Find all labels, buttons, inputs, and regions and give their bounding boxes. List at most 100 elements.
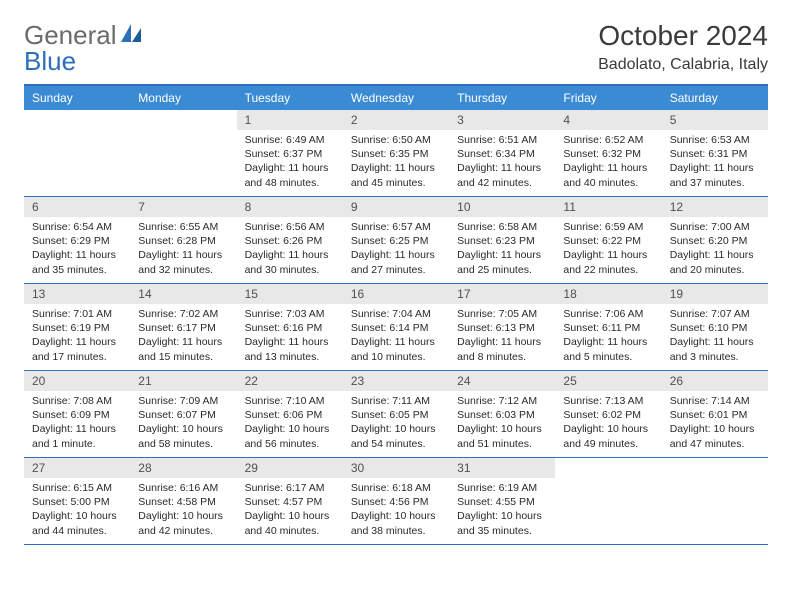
day-cell: 13Sunrise: 7:01 AMSunset: 6:19 PMDayligh…: [24, 284, 130, 370]
day-cell: 1Sunrise: 6:49 AMSunset: 6:37 PMDaylight…: [237, 110, 343, 196]
day-number: 8: [237, 197, 343, 217]
day-cell: 20Sunrise: 7:08 AMSunset: 6:09 PMDayligh…: [24, 371, 130, 457]
week-row: 20Sunrise: 7:08 AMSunset: 6:09 PMDayligh…: [24, 371, 768, 458]
day-details: Sunrise: 7:00 AMSunset: 6:20 PMDaylight:…: [662, 217, 768, 282]
day-number: 26: [662, 371, 768, 391]
week-row: 13Sunrise: 7:01 AMSunset: 6:19 PMDayligh…: [24, 284, 768, 371]
day-details: Sunrise: 7:07 AMSunset: 6:10 PMDaylight:…: [662, 304, 768, 369]
logo-text-blue: Blue: [24, 46, 76, 77]
day-cell: 21Sunrise: 7:09 AMSunset: 6:07 PMDayligh…: [130, 371, 236, 457]
day-cell: 18Sunrise: 7:06 AMSunset: 6:11 PMDayligh…: [555, 284, 661, 370]
day-cell: 9Sunrise: 6:57 AMSunset: 6:25 PMDaylight…: [343, 197, 449, 283]
day-number: 30: [343, 458, 449, 478]
day-details: Sunrise: 6:58 AMSunset: 6:23 PMDaylight:…: [449, 217, 555, 282]
day-cell: ..: [130, 110, 236, 196]
day-cell: 30Sunrise: 6:18 AMSunset: 4:56 PMDayligh…: [343, 458, 449, 544]
weekday-friday: Friday: [555, 86, 661, 110]
day-details: Sunrise: 7:04 AMSunset: 6:14 PMDaylight:…: [343, 304, 449, 369]
day-cell: 22Sunrise: 7:10 AMSunset: 6:06 PMDayligh…: [237, 371, 343, 457]
day-details: Sunrise: 7:06 AMSunset: 6:11 PMDaylight:…: [555, 304, 661, 369]
day-details: Sunrise: 7:12 AMSunset: 6:03 PMDaylight:…: [449, 391, 555, 456]
day-cell: 11Sunrise: 6:59 AMSunset: 6:22 PMDayligh…: [555, 197, 661, 283]
day-number: 10: [449, 197, 555, 217]
day-details: Sunrise: 6:52 AMSunset: 6:32 PMDaylight:…: [555, 130, 661, 195]
day-cell: 3Sunrise: 6:51 AMSunset: 6:34 PMDaylight…: [449, 110, 555, 196]
weekday-tuesday: Tuesday: [237, 86, 343, 110]
day-number: 28: [130, 458, 236, 478]
day-cell: 26Sunrise: 7:14 AMSunset: 6:01 PMDayligh…: [662, 371, 768, 457]
day-details: Sunrise: 7:08 AMSunset: 6:09 PMDaylight:…: [24, 391, 130, 456]
day-cell: 4Sunrise: 6:52 AMSunset: 6:32 PMDaylight…: [555, 110, 661, 196]
day-number: 12: [662, 197, 768, 217]
day-number: 24: [449, 371, 555, 391]
day-cell: 23Sunrise: 7:11 AMSunset: 6:05 PMDayligh…: [343, 371, 449, 457]
day-cell: 19Sunrise: 7:07 AMSunset: 6:10 PMDayligh…: [662, 284, 768, 370]
day-details: Sunrise: 7:05 AMSunset: 6:13 PMDaylight:…: [449, 304, 555, 369]
day-details: Sunrise: 7:13 AMSunset: 6:02 PMDaylight:…: [555, 391, 661, 456]
day-cell: 14Sunrise: 7:02 AMSunset: 6:17 PMDayligh…: [130, 284, 236, 370]
day-number: 21: [130, 371, 236, 391]
day-number: 1: [237, 110, 343, 130]
day-number: 16: [343, 284, 449, 304]
day-details: Sunrise: 6:53 AMSunset: 6:31 PMDaylight:…: [662, 130, 768, 195]
logo-sail-icon: [121, 20, 143, 51]
day-details: Sunrise: 7:11 AMSunset: 6:05 PMDaylight:…: [343, 391, 449, 456]
day-details: Sunrise: 6:16 AMSunset: 4:58 PMDaylight:…: [130, 478, 236, 543]
weekday-thursday: Thursday: [449, 86, 555, 110]
day-number: 2: [343, 110, 449, 130]
day-details: Sunrise: 6:57 AMSunset: 6:25 PMDaylight:…: [343, 217, 449, 282]
day-details: Sunrise: 6:56 AMSunset: 6:26 PMDaylight:…: [237, 217, 343, 282]
day-number: 11: [555, 197, 661, 217]
day-details: Sunrise: 7:09 AMSunset: 6:07 PMDaylight:…: [130, 391, 236, 456]
day-cell: 5Sunrise: 6:53 AMSunset: 6:31 PMDaylight…: [662, 110, 768, 196]
day-number: 29: [237, 458, 343, 478]
week-row: 6Sunrise: 6:54 AMSunset: 6:29 PMDaylight…: [24, 197, 768, 284]
day-details: Sunrise: 7:10 AMSunset: 6:06 PMDaylight:…: [237, 391, 343, 456]
weekday-monday: Monday: [130, 86, 236, 110]
day-details: Sunrise: 7:02 AMSunset: 6:17 PMDaylight:…: [130, 304, 236, 369]
day-details: Sunrise: 6:51 AMSunset: 6:34 PMDaylight:…: [449, 130, 555, 195]
day-number: 5: [662, 110, 768, 130]
day-number: 17: [449, 284, 555, 304]
weekday-wednesday: Wednesday: [343, 86, 449, 110]
day-details: Sunrise: 6:50 AMSunset: 6:35 PMDaylight:…: [343, 130, 449, 195]
day-cell: 8Sunrise: 6:56 AMSunset: 6:26 PMDaylight…: [237, 197, 343, 283]
weekday-header-row: Sunday Monday Tuesday Wednesday Thursday…: [24, 86, 768, 110]
day-number: 7: [130, 197, 236, 217]
day-cell: ..: [662, 458, 768, 544]
calendar: Sunday Monday Tuesday Wednesday Thursday…: [24, 84, 768, 545]
day-number: 15: [237, 284, 343, 304]
day-number: 3: [449, 110, 555, 130]
day-cell: 2Sunrise: 6:50 AMSunset: 6:35 PMDaylight…: [343, 110, 449, 196]
day-cell: 15Sunrise: 7:03 AMSunset: 6:16 PMDayligh…: [237, 284, 343, 370]
day-number: 14: [130, 284, 236, 304]
day-number: 25: [555, 371, 661, 391]
day-number: 31: [449, 458, 555, 478]
day-number: 20: [24, 371, 130, 391]
week-row: ....1Sunrise: 6:49 AMSunset: 6:37 PMDayl…: [24, 110, 768, 197]
day-details: Sunrise: 6:17 AMSunset: 4:57 PMDaylight:…: [237, 478, 343, 543]
day-cell: 12Sunrise: 7:00 AMSunset: 6:20 PMDayligh…: [662, 197, 768, 283]
day-number: 13: [24, 284, 130, 304]
day-details: Sunrise: 7:03 AMSunset: 6:16 PMDaylight:…: [237, 304, 343, 369]
day-details: Sunrise: 6:55 AMSunset: 6:28 PMDaylight:…: [130, 217, 236, 282]
day-cell: 10Sunrise: 6:58 AMSunset: 6:23 PMDayligh…: [449, 197, 555, 283]
day-details: Sunrise: 6:15 AMSunset: 5:00 PMDaylight:…: [24, 478, 130, 543]
day-cell: ..: [24, 110, 130, 196]
day-cell: 31Sunrise: 6:19 AMSunset: 4:55 PMDayligh…: [449, 458, 555, 544]
day-details: Sunrise: 6:59 AMSunset: 6:22 PMDaylight:…: [555, 217, 661, 282]
day-cell: 7Sunrise: 6:55 AMSunset: 6:28 PMDaylight…: [130, 197, 236, 283]
day-cell: 25Sunrise: 7:13 AMSunset: 6:02 PMDayligh…: [555, 371, 661, 457]
weekday-saturday: Saturday: [662, 86, 768, 110]
week-row: 27Sunrise: 6:15 AMSunset: 5:00 PMDayligh…: [24, 458, 768, 545]
day-number: 19: [662, 284, 768, 304]
day-details: Sunrise: 7:01 AMSunset: 6:19 PMDaylight:…: [24, 304, 130, 369]
day-number: 4: [555, 110, 661, 130]
day-cell: 24Sunrise: 7:12 AMSunset: 6:03 PMDayligh…: [449, 371, 555, 457]
day-cell: 16Sunrise: 7:04 AMSunset: 6:14 PMDayligh…: [343, 284, 449, 370]
day-number: 6: [24, 197, 130, 217]
day-cell: 6Sunrise: 6:54 AMSunset: 6:29 PMDaylight…: [24, 197, 130, 283]
day-details: Sunrise: 6:49 AMSunset: 6:37 PMDaylight:…: [237, 130, 343, 195]
day-details: Sunrise: 7:14 AMSunset: 6:01 PMDaylight:…: [662, 391, 768, 456]
day-details: Sunrise: 6:54 AMSunset: 6:29 PMDaylight:…: [24, 217, 130, 282]
